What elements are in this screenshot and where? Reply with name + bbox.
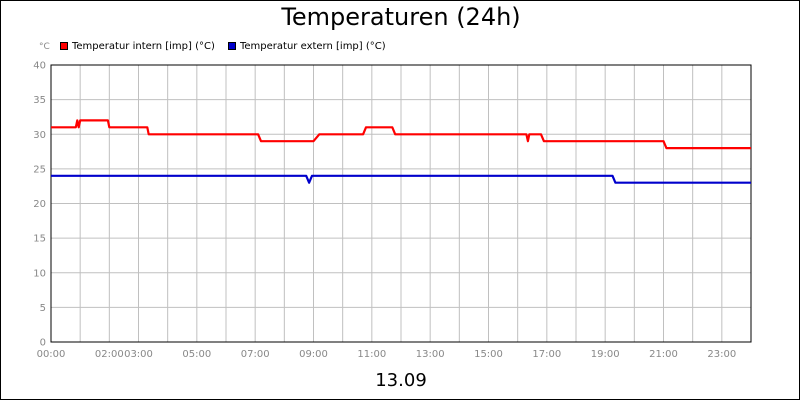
- y-tick-label: 40: [33, 61, 46, 72]
- x-tick-label: 02:00: [95, 349, 124, 360]
- y-tick-label: 15: [33, 234, 46, 245]
- chart-title: Temperaturen (24h): [281, 3, 521, 31]
- x-tick-label: 13:00: [416, 349, 445, 360]
- legend-label-extern: Temperatur extern [imp] (°C): [240, 40, 386, 52]
- y-tick-label: 25: [33, 164, 46, 175]
- x-tick-label: 19:00: [591, 349, 620, 360]
- y-tick-label: 0: [40, 338, 46, 349]
- series-line-extern: [51, 174, 751, 184]
- legend-item-extern: Temperatur extern [imp] (°C): [228, 39, 386, 53]
- x-tick-label: 05:00: [182, 349, 211, 360]
- y-tick-label: 20: [33, 199, 46, 210]
- x-axis-date-label: 13.09: [375, 370, 427, 391]
- series-line-intern: [51, 119, 751, 150]
- y-axis-unit-label: °C: [39, 42, 50, 52]
- y-tick-label: 5: [40, 303, 46, 314]
- x-tick-label: 21:00: [649, 349, 678, 360]
- legend-item-intern: Temperatur intern [imp] (°C): [60, 39, 215, 53]
- y-tick-label: 30: [33, 130, 46, 141]
- x-tick-label: 15:00: [474, 349, 503, 360]
- plot-border: [50, 64, 752, 343]
- x-tick-label: 03:00: [124, 349, 153, 360]
- x-tick-label: 09:00: [299, 349, 328, 360]
- y-tick-label: 35: [33, 95, 46, 106]
- x-tick-label: 17:00: [532, 349, 561, 360]
- legend-swatch-extern: [228, 42, 236, 50]
- x-tick-label: 00:00: [37, 349, 66, 360]
- x-tick-label: 07:00: [241, 349, 270, 360]
- legend-swatch-intern: [60, 42, 68, 50]
- y-tick-label: 10: [33, 268, 46, 279]
- x-tick-label: 11:00: [357, 349, 386, 360]
- legend-label-intern: Temperatur intern [imp] (°C): [72, 40, 215, 52]
- x-tick-label: 23:00: [707, 349, 736, 360]
